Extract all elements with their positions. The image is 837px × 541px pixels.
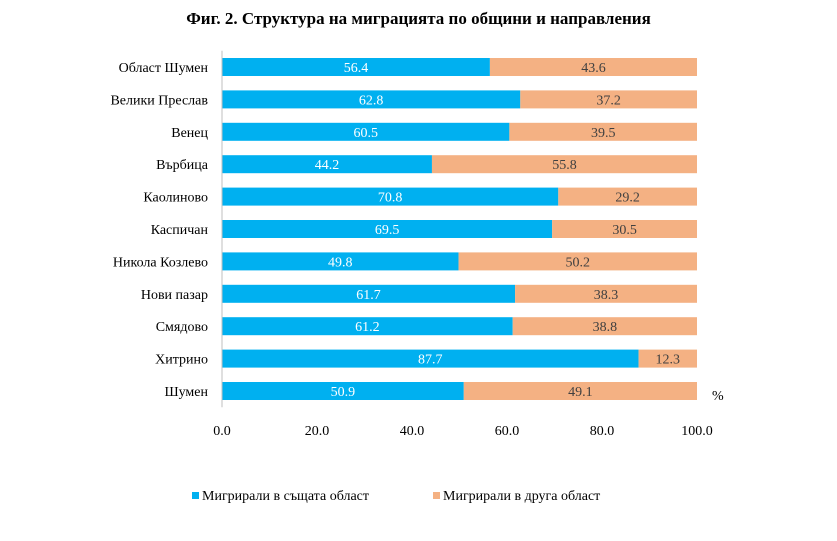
x-tick-label: 100.0: [681, 424, 713, 439]
category-label: Венец: [171, 126, 208, 141]
data-label: 50.9: [331, 385, 356, 400]
bar-segment-series-1: [222, 187, 559, 206]
bar-segment-series-1: [222, 382, 464, 400]
x-tick-label: 40.0: [400, 424, 425, 439]
data-label: 61.2: [355, 320, 380, 335]
legend-label: Мигрирали в същата област: [202, 489, 369, 504]
bar-segment-series-1: [222, 349, 639, 368]
bar-segment-series-1: [222, 317, 513, 336]
category-labels: Област Шумен Велики Преслав Венец Върбица Ка…: [110, 61, 208, 400]
bar-segment-series-1: [222, 252, 459, 271]
legend-swatch: [192, 492, 199, 499]
category-label: Хитрино: [155, 353, 208, 368]
bar-segment-series-2: [552, 220, 697, 238]
bar-segment-series-2: [458, 252, 697, 271]
x-tick-label: 80.0: [590, 424, 615, 439]
category-label: Каолиново: [143, 191, 208, 206]
category-label: Област Шумен: [119, 61, 209, 76]
bar-segment-series-1: [222, 90, 521, 109]
data-label: 37.2: [596, 93, 621, 108]
unit-label: %: [712, 389, 724, 404]
data-label: 39.5: [591, 126, 616, 141]
data-label: 62.8: [359, 93, 384, 108]
x-tick-label: 20.0: [305, 424, 330, 439]
bar-segment-series-1: [222, 58, 490, 76]
data-label: 49.8: [328, 255, 353, 270]
data-label: 49.1: [568, 385, 593, 400]
data-label: 56.4: [344, 61, 369, 76]
bar-segment-series-1: [222, 220, 553, 238]
data-label: 12.3: [656, 353, 681, 368]
data-label: 60.5: [353, 126, 378, 141]
bar-segment-series-2: [520, 90, 697, 109]
bar-segment-series-2: [512, 317, 697, 336]
category-label: Смядово: [156, 320, 208, 335]
category-label: Върбица: [156, 158, 209, 173]
bar-segment-series-1: [222, 155, 432, 174]
bar-segment-series-2: [558, 187, 697, 206]
data-label: 38.8: [593, 320, 618, 335]
bar-segment-series-2: [431, 155, 697, 174]
category-label: Шумен: [164, 385, 208, 400]
bar-segment-series-2: [509, 122, 697, 141]
x-tick-label: 60.0: [495, 424, 520, 439]
data-label: 50.2: [566, 255, 591, 270]
x-tick-label: 0.0: [213, 424, 231, 439]
data-label: 70.8: [378, 191, 403, 206]
data-label: 87.7: [418, 353, 443, 368]
bar-segment-series-2: [463, 382, 697, 400]
category-label: Велики Преслав: [110, 93, 208, 108]
x-axis: 0.0 20.0 40.0 60.0 80.0 100.0: [213, 50, 713, 439]
legend: Мигрирали в същата област Мигрирали в дру…: [192, 489, 600, 504]
data-label: 44.2: [315, 158, 340, 173]
legend-label: Мигрирали в друга област: [443, 489, 600, 504]
category-label: Каспичан: [151, 223, 209, 238]
bar-segment-series-2: [515, 284, 697, 303]
data-label: 38.3: [594, 288, 619, 303]
data-label: 29.2: [615, 191, 640, 206]
legend-swatch: [433, 492, 440, 499]
data-label: 61.7: [356, 288, 381, 303]
bar-segment-series-2: [489, 58, 697, 76]
data-label: 69.5: [375, 223, 400, 238]
category-label: Нови пазар: [141, 288, 208, 303]
data-label: 43.6: [581, 61, 606, 76]
chart-title: Фиг. 2. Структура на миграцията по общин…: [186, 9, 651, 28]
bar-segment-series-1: [222, 122, 510, 141]
bar-segment-series-1: [222, 284, 516, 303]
data-label: 55.8: [552, 158, 577, 173]
category-label: Никола Козлево: [113, 255, 208, 270]
value-labels: 56.4 43.6 62.8 37.2 60.5 39.5 44.2 55.8 70.8 29.2…: [315, 61, 680, 400]
data-label: 30.5: [612, 223, 637, 238]
bars: [222, 58, 697, 400]
bar-segment-series-2: [638, 349, 697, 368]
